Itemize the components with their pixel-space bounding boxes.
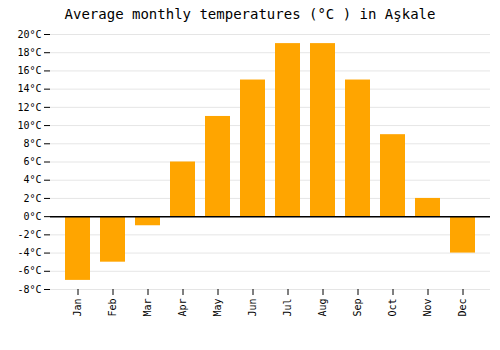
svg-text:10°C: 10°C: [17, 120, 41, 131]
html-text:Average monthly temperatures (: Average monthly temperatures (°C ) in Aş…: [64, 6, 436, 22]
svg-text:-8°C: -8°C: [17, 284, 41, 295]
svg-text:4°C: 4°C: [23, 174, 41, 185]
svg-text:-6°C: -6°C: [17, 265, 41, 276]
svg-text:Apr: Apr: [177, 299, 188, 317]
svg-text:16°C: 16°C: [17, 65, 41, 76]
svg-text:Aug: Aug: [317, 299, 328, 317]
svg-text:-4°C: -4°C: [17, 247, 41, 258]
svg-text:20°C: 20°C: [17, 29, 41, 40]
svg-text:Jan: Jan: [72, 299, 83, 317]
svg-text:Feb: Feb: [107, 299, 118, 317]
svg-text:Nov: Nov: [422, 299, 433, 317]
svg-text:Jun: Jun: [247, 299, 258, 317]
svg-text:May: May: [212, 299, 223, 317]
svg-text:14°C: 14°C: [17, 83, 41, 94]
svg-text:Sep: Sep: [352, 299, 363, 317]
svg-text:-2°C: -2°C: [17, 229, 41, 240]
svg-text:Dec: Dec: [457, 299, 468, 317]
svg-text:6°C: 6°C: [23, 156, 41, 167]
svg-text:18°C: 18°C: [17, 47, 41, 58]
svg-text:2°C: 2°C: [23, 193, 41, 204]
svg-text:Jul: Jul: [282, 299, 293, 317]
svg-text:8°C: 8°C: [23, 138, 41, 149]
svg-text:Oct: Oct: [387, 299, 398, 317]
svg-text:Mar: Mar: [142, 299, 153, 317]
svg-text:12°C: 12°C: [17, 102, 41, 113]
svg-text:0°C: 0°C: [23, 211, 41, 222]
